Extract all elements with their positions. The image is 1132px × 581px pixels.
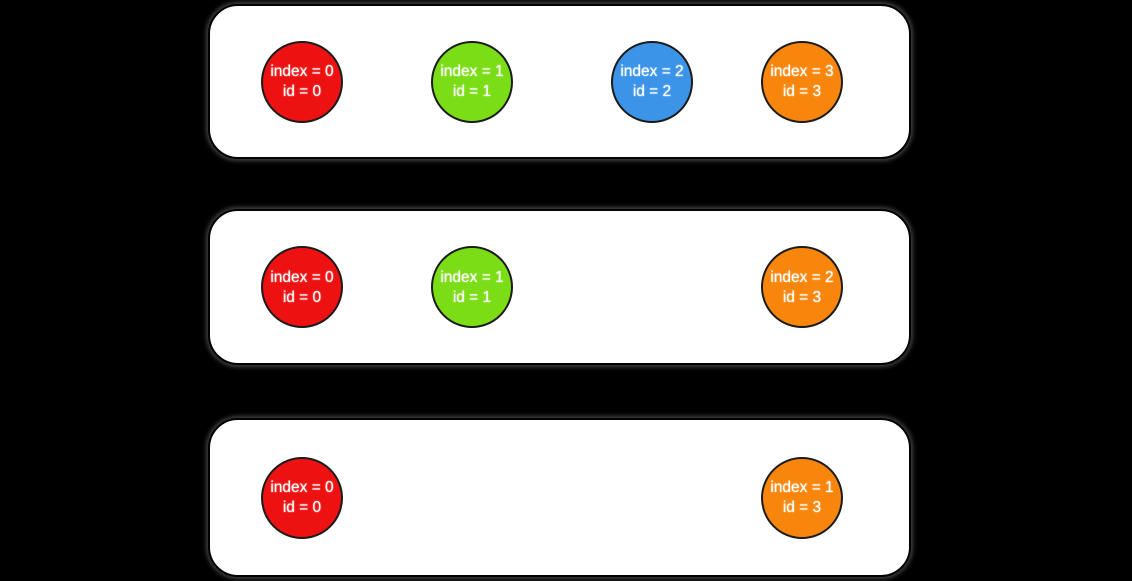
circle-orange: index = 3 id = 3	[761, 40, 843, 123]
circle-index-label: index = 2	[620, 63, 684, 80]
circle-id-label: id = 0	[282, 288, 322, 306]
circle-orange: index = 1 id = 3	[761, 456, 843, 539]
panel-row-3: index = 0 id = 0 index = 1 id = 3	[208, 418, 911, 577]
circle-blue: index = 2 id = 2	[611, 40, 693, 123]
circle-red: index = 0 id = 0	[261, 456, 343, 539]
circle-green: index = 1 id = 1	[431, 246, 513, 328]
circle-id-label: id = 3	[782, 288, 822, 306]
circle-index-label: index = 1	[440, 63, 504, 80]
circle-index-label: index = 3	[770, 63, 834, 80]
circle-index-label: index = 1	[440, 268, 504, 286]
circle-index-label: index = 0	[270, 268, 334, 286]
circle-index-label: index = 2	[770, 268, 834, 286]
circle-id-label: id = 1	[452, 83, 492, 100]
circle-green: index = 1 id = 1	[431, 40, 513, 123]
circle-id-label: id = 1	[452, 288, 492, 306]
circle-red: index = 0 id = 0	[261, 40, 343, 123]
circle-red: index = 0 id = 0	[261, 246, 343, 328]
circle-id-label: id = 0	[282, 499, 322, 516]
circle-id-label: id = 3	[782, 83, 822, 100]
circle-index-label: index = 1	[770, 479, 834, 496]
circle-orange: index = 2 id = 3	[761, 246, 843, 328]
circle-index-label: index = 0	[270, 63, 334, 80]
circle-id-label: id = 2	[632, 83, 672, 100]
circle-id-label: id = 3	[782, 499, 822, 516]
circle-index-label: index = 0	[270, 479, 334, 496]
circle-id-label: id = 0	[282, 83, 322, 100]
